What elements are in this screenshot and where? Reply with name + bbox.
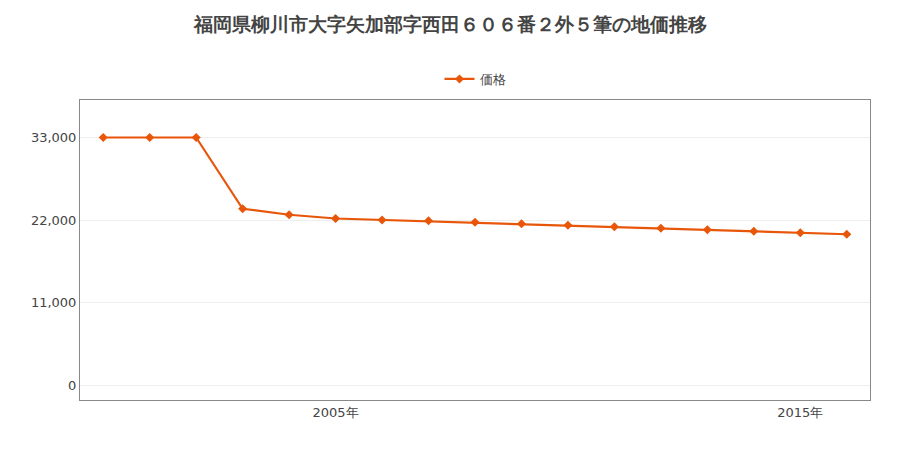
svg-text:2005年: 2005年 [313,405,359,420]
svg-text:価格: 価格 [480,72,506,87]
svg-text:福岡県柳川市大字矢加部字西田６０６番２外５筆の地価推移: 福岡県柳川市大字矢加部字西田６０６番２外５筆の地価推移 [193,13,707,35]
svg-text:33,000: 33,000 [31,130,77,145]
svg-text:2015年: 2015年 [777,405,823,420]
svg-text:11,000: 11,000 [31,295,77,310]
svg-text:22,000: 22,000 [31,213,77,228]
svg-text:0: 0 [68,378,76,393]
